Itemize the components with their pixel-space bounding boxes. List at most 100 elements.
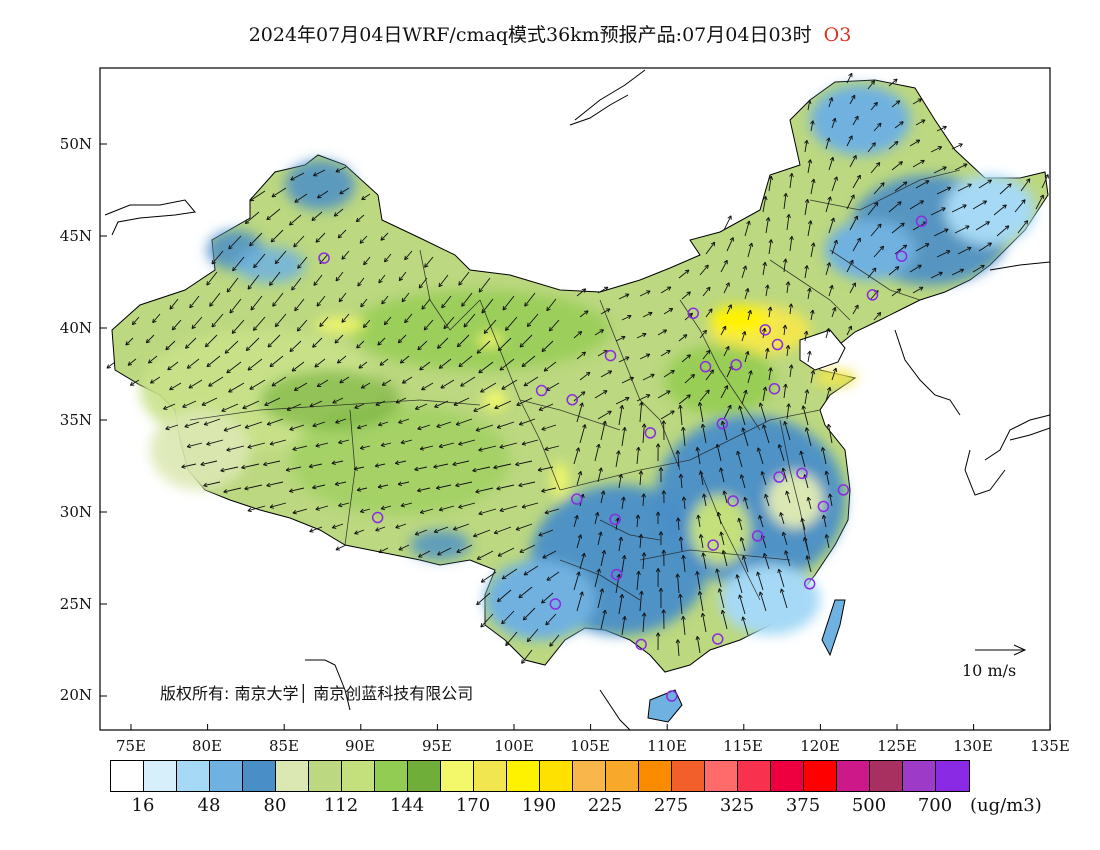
wind-arrow xyxy=(741,389,748,405)
wind-arrow xyxy=(658,531,664,546)
wind-arrow xyxy=(312,337,323,348)
wind-arrow xyxy=(541,592,554,604)
wind-arrow xyxy=(600,420,607,441)
legend-swatch xyxy=(177,761,210,791)
wind-arrow xyxy=(697,402,704,423)
wind-arrow xyxy=(762,552,770,570)
wind-arrow xyxy=(353,466,365,471)
wind-arrow xyxy=(996,225,1010,237)
wind-arrow xyxy=(720,609,728,630)
wind-arrow xyxy=(825,386,832,402)
city-station-marker xyxy=(730,359,742,371)
wind-arrow xyxy=(266,418,284,426)
wind-arrow xyxy=(788,303,794,315)
wind-arrow xyxy=(181,463,197,469)
wind-arrow xyxy=(226,445,245,452)
wind-arrow xyxy=(501,568,518,580)
city-station-marker xyxy=(712,633,724,645)
wind-arrow xyxy=(825,137,831,150)
wind-arrow xyxy=(203,418,221,426)
wind-arrow xyxy=(715,568,722,588)
wind-arrow xyxy=(289,424,305,431)
wind-arrow xyxy=(810,309,815,321)
wind-arrow xyxy=(247,505,266,513)
wind-arrow xyxy=(463,313,476,328)
wind-arrow xyxy=(419,361,431,371)
wind-arrow xyxy=(354,403,365,409)
wind-arrow xyxy=(789,173,794,189)
wind-arrow xyxy=(807,159,813,174)
wind-arrow xyxy=(384,253,392,263)
wind-arrow xyxy=(309,526,323,533)
wind-arrow xyxy=(804,265,809,279)
wind-arrow xyxy=(378,547,389,554)
wind-arrow xyxy=(641,493,646,507)
wind-arrow xyxy=(401,376,413,384)
wind-arrow xyxy=(435,484,452,490)
wind-arrow xyxy=(702,286,711,297)
wind-arrow xyxy=(873,245,885,258)
city-station-marker xyxy=(837,484,850,496)
wind-arrow xyxy=(852,237,861,252)
wind-arrow xyxy=(639,401,644,423)
wind-arrow xyxy=(224,340,239,354)
wind-arrow xyxy=(852,174,861,189)
wind-arrow xyxy=(579,371,591,381)
wind-arrow xyxy=(675,639,681,657)
wind-arrow xyxy=(519,334,533,348)
wind-arrow xyxy=(380,505,392,511)
wind-arrow xyxy=(573,330,583,339)
wind-arrow xyxy=(891,288,902,297)
wind-arrow xyxy=(999,183,1012,195)
wind-arrow xyxy=(661,490,667,504)
wind-arrow xyxy=(933,228,949,237)
wind-arrow xyxy=(849,94,856,105)
wind-arrow xyxy=(762,386,768,402)
wind-arrow xyxy=(272,292,284,307)
wind-arrow xyxy=(831,307,837,318)
lon-label-90e: 90E xyxy=(344,737,376,755)
wind-arrow xyxy=(618,536,624,552)
wind-arrow xyxy=(723,215,732,231)
city-station-marker xyxy=(318,252,330,264)
wind-arrow xyxy=(291,277,302,291)
wind-arrow xyxy=(169,298,179,310)
wind-arrow xyxy=(780,588,788,609)
wind-arrow xyxy=(810,242,816,258)
wind-arrow xyxy=(594,390,608,399)
wind-arrow xyxy=(443,316,455,330)
legend-swatch xyxy=(408,761,441,791)
wind-arrow xyxy=(722,490,728,504)
wind-arrow xyxy=(297,256,308,269)
wind-arrow xyxy=(458,355,473,368)
wind-arrow xyxy=(289,214,302,226)
wind-arrow xyxy=(738,594,746,615)
lon-label-125e: 125E xyxy=(877,737,917,755)
wind-arrow xyxy=(244,421,263,429)
wind-arrow xyxy=(681,354,691,363)
legend-swatch xyxy=(276,761,309,791)
axis-ticks xyxy=(100,143,1051,730)
wind-arrow xyxy=(438,505,455,512)
wind-arrow xyxy=(912,159,925,168)
wind-arrow xyxy=(768,367,773,381)
wind-arrow xyxy=(493,463,512,470)
wind-arrow xyxy=(820,447,827,465)
wind-arrow xyxy=(519,544,536,553)
wind-arrow xyxy=(723,404,732,420)
wind-arrow xyxy=(338,292,347,303)
wind-arrow xyxy=(723,282,730,294)
legend-swatch xyxy=(870,761,903,791)
wind-arrow xyxy=(293,382,308,391)
wind-arrow xyxy=(642,311,653,318)
wind-arrow xyxy=(782,258,788,273)
wind-arrow xyxy=(331,460,344,466)
lon-label-100e: 100E xyxy=(494,737,534,755)
wind-arrow xyxy=(636,570,641,591)
wind-arrow xyxy=(188,379,203,389)
wind-arrow xyxy=(453,397,470,406)
wind-arrow xyxy=(289,487,305,493)
wind-arrow xyxy=(147,355,158,364)
wind-arrow xyxy=(1041,174,1049,189)
wind-arrow xyxy=(825,328,831,339)
